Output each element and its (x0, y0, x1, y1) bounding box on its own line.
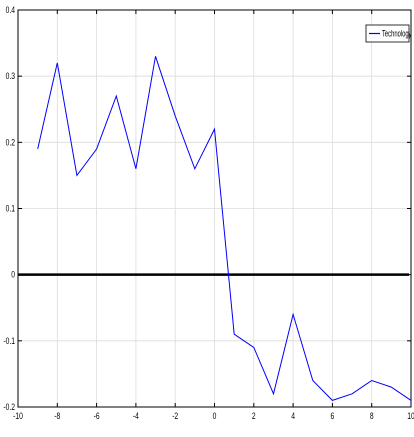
y-tick-label: 0.3 (6, 71, 16, 81)
x-tick-label: 6 (331, 411, 335, 421)
y-tick-label: 0.2 (6, 137, 16, 147)
x-tick-label: 0 (213, 411, 217, 421)
x-tick-label: 2 (252, 411, 256, 421)
x-tick-label: -8 (54, 411, 60, 421)
legend-label: Technology (382, 28, 412, 39)
x-tick-label: -10 (13, 411, 23, 421)
y-tick-label: 0.4 (6, 5, 16, 15)
x-tick-label: -4 (133, 411, 139, 421)
x-tick-label: 8 (370, 411, 374, 421)
x-tick-label: 10 (407, 411, 414, 421)
x-tick-label: -6 (94, 411, 100, 421)
y-tick-label: -0.1 (3, 336, 15, 346)
series-line-0 (37, 56, 412, 401)
x-tick-label: 4 (291, 411, 295, 421)
y-tick-label: -0.2 (3, 402, 15, 412)
legend-box (365, 24, 410, 43)
y-tick-label: 0.1 (6, 204, 16, 214)
y-tick-label: 0 (11, 270, 15, 280)
x-tick-label: -2 (172, 411, 178, 421)
